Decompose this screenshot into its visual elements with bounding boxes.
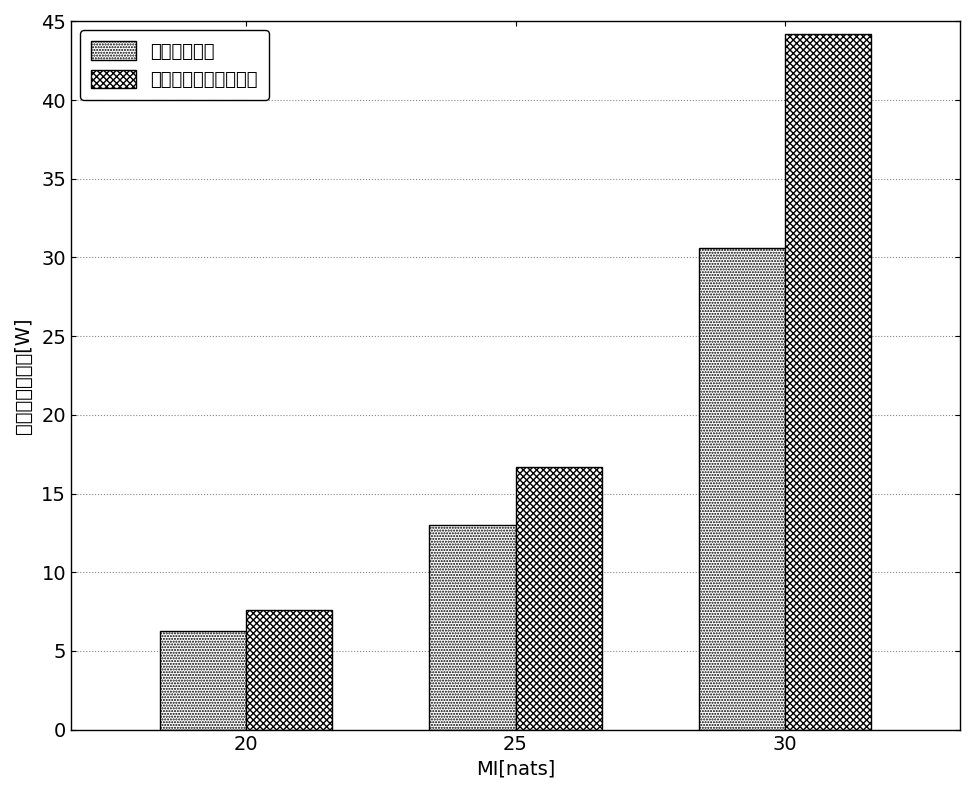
- Bar: [698, 248, 785, 729]
- Y-axis label: 雷达发射总功率[W]: 雷达发射总功率[W]: [14, 318, 33, 434]
- Bar: [785, 34, 871, 729]
- X-axis label: MI[nats]: MI[nats]: [476, 759, 555, 778]
- Bar: [246, 610, 332, 729]
- Bar: [160, 630, 246, 729]
- Bar: [430, 525, 515, 729]
- Bar: [515, 466, 602, 729]
- Legend: 最优发射波形, 均匀功率分配发射波形: 最优发射波形, 均匀功率分配发射波形: [80, 30, 269, 100]
